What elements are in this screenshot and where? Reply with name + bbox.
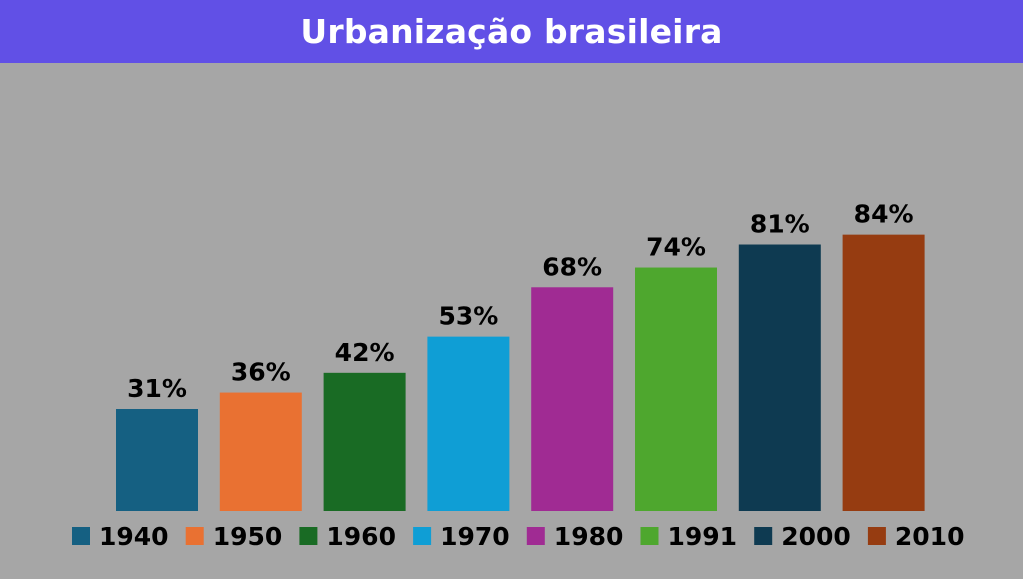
legend-swatch-1950: [185, 527, 204, 545]
bar-1991: [635, 267, 717, 511]
legend-label-1960: 1960: [326, 522, 396, 551]
bar-1960: [323, 372, 406, 511]
legend-swatch-1991: [640, 527, 659, 545]
legend-swatch-2000: [754, 527, 773, 545]
value-label-2010: 84%: [854, 200, 914, 229]
bar-1950: [219, 392, 302, 511]
bar-1970: [427, 336, 510, 511]
legend-label-1940: 1940: [99, 522, 169, 551]
bar-1980: [531, 287, 614, 511]
legend: 1940 1950 1960 1970 1980 1991 2000 2010: [72, 522, 964, 551]
value-label-1970: 53%: [438, 302, 498, 331]
value-label-1960: 42%: [335, 338, 395, 367]
bar-2010: [842, 234, 925, 511]
value-labels-group: 31% 36% 42% 53% 68% 74% 81% 84%: [127, 200, 913, 403]
legend-label-2010: 2010: [895, 522, 965, 551]
legend-label-1950: 1950: [213, 522, 283, 551]
chart-area: 31% 36% 42% 53% 68% 74% 81% 84% 1940 1950 1960 197…: [0, 63, 1023, 575]
legend-swatch-1970: [413, 527, 432, 545]
legend-swatch-1940: [72, 527, 90, 545]
value-label-1940: 31%: [127, 374, 187, 403]
legend-swatch-1960: [299, 527, 318, 545]
value-label-1980: 68%: [542, 252, 602, 281]
legend-label-1991: 1991: [668, 522, 738, 551]
bar-1940: [116, 409, 198, 511]
legend-swatch-1980: [526, 527, 545, 545]
title-bar: Urbanização brasileira: [0, 0, 1023, 63]
bar-2000: [738, 244, 821, 511]
bars-group: [116, 234, 925, 511]
value-label-1991: 74%: [646, 233, 706, 262]
chart-title: Urbanização brasileira: [300, 12, 723, 51]
legend-label-1970: 1970: [440, 522, 510, 551]
value-label-1950: 36%: [231, 358, 291, 387]
bar-chart: 31% 36% 42% 53% 68% 74% 81% 84% 1940 1950 1960 197…: [72, 200, 964, 551]
legend-label-1980: 1980: [554, 522, 624, 551]
value-label-2000: 81%: [750, 210, 810, 239]
legend-swatch-2010: [867, 527, 886, 545]
legend-label-2000: 2000: [781, 522, 851, 551]
